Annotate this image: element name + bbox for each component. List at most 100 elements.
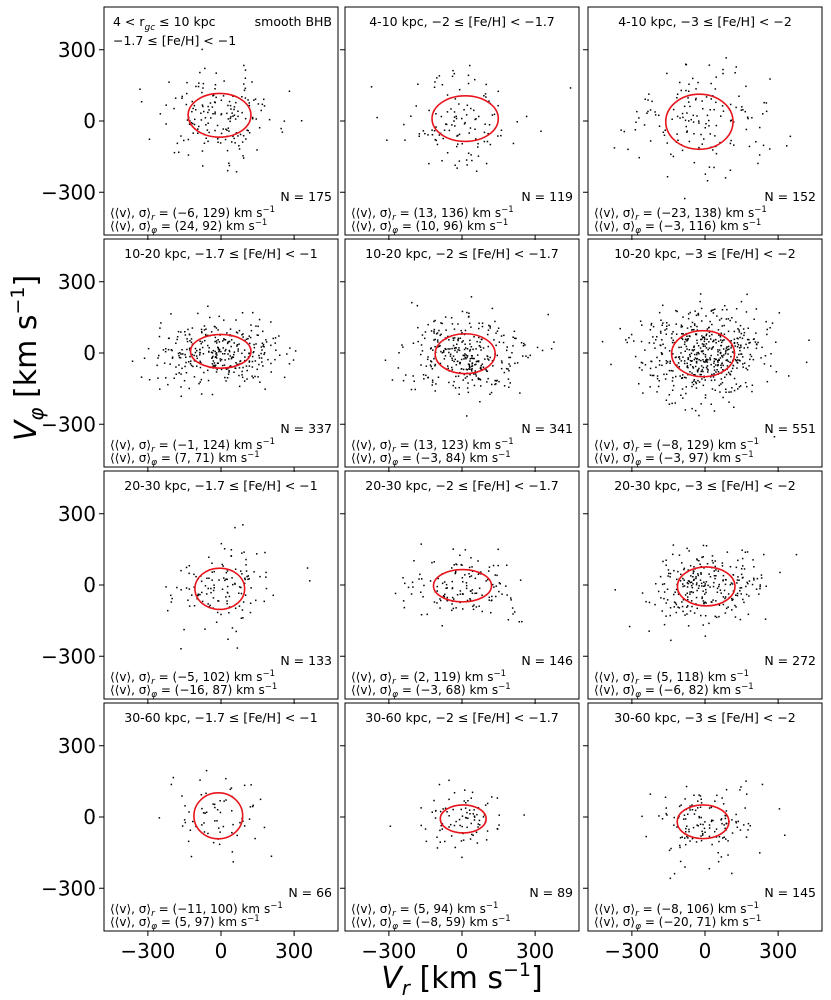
data-point <box>634 355 637 358</box>
data-point <box>464 816 467 819</box>
data-point <box>749 353 752 356</box>
data-point <box>729 169 732 171</box>
data-point <box>195 575 197 578</box>
data-point <box>454 358 456 361</box>
data-point <box>665 399 668 401</box>
data-point <box>168 337 170 339</box>
data-point <box>795 553 798 556</box>
panel-8: 20-30 kpc, −2 ≤ [Fe/H] < −1.7N = 146⟨⟨v⟩… <box>340 470 580 704</box>
data-point <box>690 575 692 577</box>
data-point <box>765 320 767 323</box>
data-point <box>469 360 471 362</box>
data-point <box>463 123 466 125</box>
data-point <box>249 602 252 604</box>
data-point <box>204 333 207 336</box>
data-point <box>690 581 693 583</box>
data-point <box>223 338 225 341</box>
data-point <box>474 128 476 130</box>
data-point <box>216 124 219 127</box>
data-point <box>443 349 445 352</box>
data-point <box>688 120 690 122</box>
data-point <box>761 346 763 349</box>
data-point <box>684 818 687 820</box>
data-point <box>441 582 444 585</box>
data-point <box>705 123 707 125</box>
data-point <box>717 570 720 572</box>
data-point <box>436 590 438 592</box>
data-point <box>228 358 230 360</box>
data-point <box>696 582 698 584</box>
panel-title: 4 < rgc ≤ 10 kpc <box>113 14 216 33</box>
data-point <box>469 813 471 815</box>
data-point <box>721 354 723 357</box>
data-point <box>215 621 218 623</box>
data-point <box>455 347 457 349</box>
data-point <box>178 364 180 366</box>
data-point <box>495 585 497 587</box>
data-point <box>725 318 728 320</box>
data-point <box>240 586 242 589</box>
data-point <box>688 140 691 143</box>
data-point <box>454 347 457 349</box>
data-point <box>159 327 161 329</box>
data-point <box>212 94 215 96</box>
panel-10: 30-60 kpc, −1.7 ≤ [Fe/H] < −1N = 66⟨⟨v⟩,… <box>99 702 339 936</box>
data-point <box>725 351 727 353</box>
data-point <box>750 355 753 358</box>
data-point <box>442 137 444 140</box>
data-point <box>447 348 449 350</box>
data-point <box>662 322 664 324</box>
data-point <box>212 113 214 115</box>
data-point <box>203 110 205 113</box>
data-point <box>687 313 690 315</box>
data-point <box>630 333 633 336</box>
data-point <box>397 367 400 369</box>
data-point <box>702 384 705 387</box>
velocity-stat-r: ⟨⟨v⟩, σ⟩r = (−1, 124) km s−1 <box>110 437 275 455</box>
data-point <box>713 373 715 375</box>
data-point <box>695 841 698 843</box>
data-point <box>698 585 700 587</box>
data-point <box>743 334 745 337</box>
data-point <box>677 139 679 141</box>
data-point <box>265 587 268 590</box>
data-point <box>516 121 518 123</box>
data-point <box>191 327 194 329</box>
data-point <box>653 342 655 344</box>
data-point <box>643 124 646 126</box>
data-point <box>232 135 234 138</box>
data-point <box>730 340 732 342</box>
data-point <box>665 328 668 330</box>
data-point <box>738 347 741 349</box>
data-point <box>502 341 505 344</box>
data-point <box>405 374 407 376</box>
data-point <box>230 116 232 118</box>
data-point <box>440 599 442 602</box>
data-point <box>165 104 167 106</box>
data-point <box>647 110 649 113</box>
data-point <box>220 368 223 371</box>
data-point <box>473 336 475 338</box>
data-point <box>469 374 471 376</box>
data-point <box>248 578 250 580</box>
data-point <box>440 824 442 827</box>
data-point <box>705 591 707 594</box>
data-point <box>725 838 727 840</box>
data-point <box>712 585 715 588</box>
data-point <box>484 804 487 806</box>
data-point <box>199 593 201 596</box>
data-point <box>693 794 695 796</box>
data-point <box>687 596 689 598</box>
data-point <box>540 130 542 132</box>
data-point <box>756 343 758 346</box>
data-point <box>200 342 202 345</box>
data-point <box>720 115 722 117</box>
data-point <box>474 118 476 121</box>
data-point <box>254 98 257 100</box>
data-point <box>411 301 413 304</box>
data-point <box>488 596 490 599</box>
data-point <box>488 100 490 102</box>
data-point <box>743 331 746 334</box>
velocity-stat-r: ⟨⟨v⟩, σ⟩r = (−8, 106) km s−1 <box>594 901 759 919</box>
data-point <box>671 402 673 405</box>
